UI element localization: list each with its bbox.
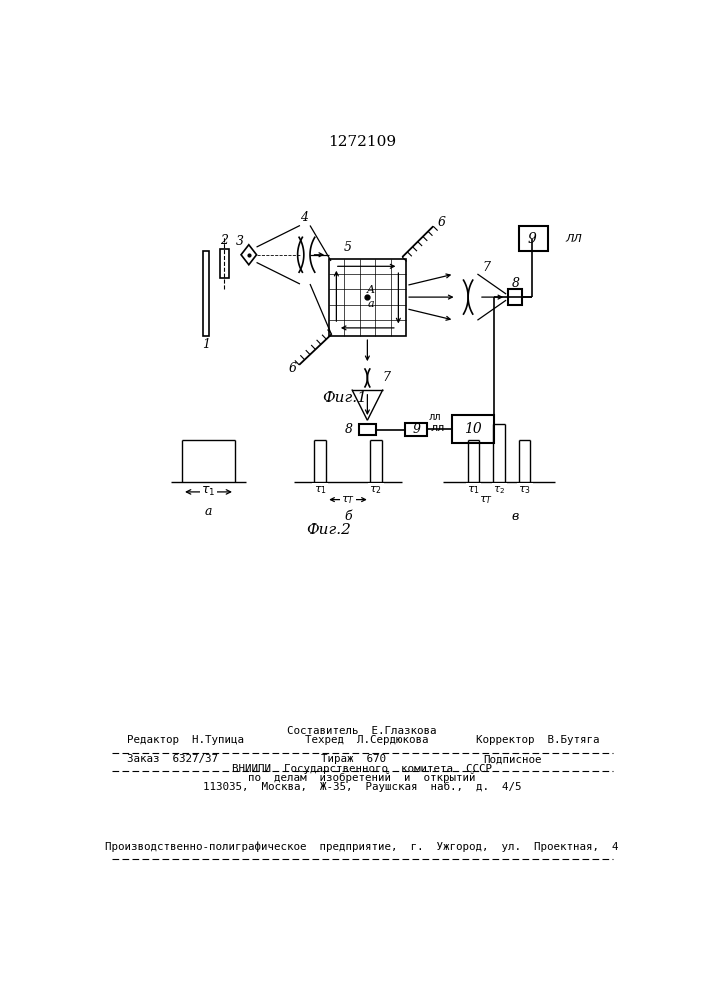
Text: Составитель  Е.Глазкова: Составитель Е.Глазкова bbox=[287, 726, 437, 736]
Text: a: a bbox=[367, 299, 374, 309]
Text: 8: 8 bbox=[511, 277, 520, 290]
Text: 113035,  Москва,  Ж-35,  Раушская  наб.,  д.  4/5: 113035, Москва, Ж-35, Раушская наб., д. … bbox=[203, 782, 521, 792]
Text: $\tau_{\mathit{T}}$: $\tau_{\mathit{T}}$ bbox=[341, 494, 355, 506]
Text: 8: 8 bbox=[344, 423, 353, 436]
Text: ЛЛ: ЛЛ bbox=[565, 234, 582, 244]
Text: Заказ  6327/37: Заказ 6327/37 bbox=[127, 754, 218, 764]
Text: 7: 7 bbox=[482, 261, 490, 274]
Bar bbox=[359, 424, 376, 435]
Bar bbox=[203, 251, 209, 336]
Text: 6: 6 bbox=[289, 362, 297, 375]
Text: в: в bbox=[511, 510, 518, 523]
Text: 4: 4 bbox=[300, 211, 308, 224]
Text: 1272109: 1272109 bbox=[328, 135, 396, 149]
Text: Подписное: Подписное bbox=[484, 754, 542, 764]
Polygon shape bbox=[241, 245, 257, 265]
Text: лл: лл bbox=[430, 423, 445, 433]
Text: Техред  Л.Сердюкова: Техред Л.Сердюкова bbox=[305, 735, 429, 745]
Text: $\tau_{\mathit{1}}$: $\tau_{\mathit{1}}$ bbox=[201, 485, 216, 498]
Text: Производственно-полиграфическое  предприятие,  г.  Ужгород,  ул.  Проектная,  4: Производственно-полиграфическое предприя… bbox=[105, 841, 619, 852]
Text: $\tau_{\mathit{1}}$: $\tau_{\mathit{1}}$ bbox=[467, 484, 480, 496]
Text: 9: 9 bbox=[527, 232, 536, 246]
Text: лл: лл bbox=[428, 412, 441, 422]
Text: 3: 3 bbox=[235, 235, 243, 248]
Text: а: а bbox=[205, 505, 212, 518]
Text: $\tau_{\mathit{1}}$: $\tau_{\mathit{1}}$ bbox=[314, 484, 327, 496]
Text: Тираж  670: Тираж 670 bbox=[321, 754, 386, 764]
Bar bbox=[405, 423, 427, 436]
Text: $\tau_{\mathit{T}}$: $\tau_{\mathit{T}}$ bbox=[479, 494, 493, 506]
Text: 6: 6 bbox=[437, 216, 445, 229]
Bar bbox=[452, 415, 494, 443]
Bar bbox=[220, 249, 228, 278]
Text: $\tau_{\mathit{2}}$: $\tau_{\mathit{2}}$ bbox=[493, 484, 506, 496]
Text: Фиг.2: Фиг.2 bbox=[306, 523, 351, 537]
Text: Корректор  В.Бутяга: Корректор В.Бутяга bbox=[476, 735, 600, 745]
Text: $\tau_{\mathit{2}}$: $\tau_{\mathit{2}}$ bbox=[370, 484, 382, 496]
Bar bbox=[329, 259, 406, 336]
Text: ВНИИПИ  Государственного  комитета  СССР: ВНИИПИ Государственного комитета СССР bbox=[232, 764, 492, 774]
Text: 1: 1 bbox=[202, 338, 210, 351]
Text: 10: 10 bbox=[464, 422, 481, 436]
Bar bbox=[518, 226, 548, 251]
Bar bbox=[508, 289, 522, 305]
Text: $\tau_{\mathit{3}}$: $\tau_{\mathit{3}}$ bbox=[518, 484, 531, 496]
Text: 5: 5 bbox=[344, 241, 352, 254]
Text: б: б bbox=[344, 510, 352, 523]
Text: 7: 7 bbox=[383, 371, 391, 384]
Text: Редактор  Н.Тупица: Редактор Н.Тупица bbox=[127, 735, 244, 745]
Text: A: A bbox=[366, 285, 375, 295]
Text: 2: 2 bbox=[220, 234, 228, 247]
Text: по  делам  изобретений  и  открытий: по делам изобретений и открытий bbox=[248, 773, 476, 783]
Text: Фиг.1: Фиг.1 bbox=[322, 391, 366, 405]
Text: 9: 9 bbox=[412, 423, 420, 436]
